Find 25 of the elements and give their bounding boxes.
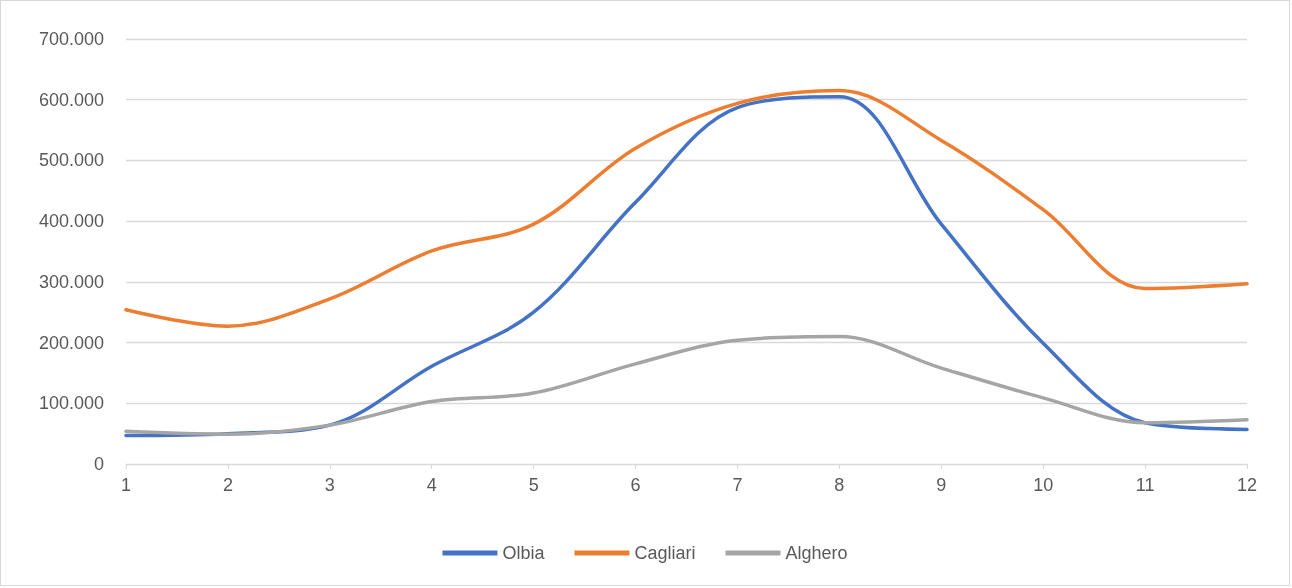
x-tick-label: 12 bbox=[1236, 475, 1258, 495]
x-tick-label: 4 bbox=[426, 475, 437, 495]
line-series bbox=[124, 334, 1249, 436]
legend-label: Cagliari bbox=[634, 543, 696, 563]
x-tick-label: 6 bbox=[630, 475, 641, 495]
x-tick-label: 9 bbox=[936, 475, 947, 495]
x-tick-label: 1 bbox=[120, 475, 132, 495]
legend-label: Alghero bbox=[785, 543, 848, 563]
y-tick-label: 200.000 bbox=[38, 332, 104, 353]
x-tick-label: 8 bbox=[834, 475, 845, 495]
legend-label: Olbia bbox=[502, 543, 546, 563]
x-tick-label: 3 bbox=[324, 475, 335, 495]
y-tick-label: 0 bbox=[93, 454, 104, 474]
y-tick-label: 700.000 bbox=[38, 29, 104, 49]
y-tick-label: 400.000 bbox=[38, 211, 104, 232]
x-tick-label: 5 bbox=[528, 475, 539, 495]
x-tick-label: 2 bbox=[222, 475, 233, 495]
y-tick-label: 100.000 bbox=[38, 393, 104, 414]
line-series bbox=[124, 88, 1249, 328]
y-tick-label: 300.000 bbox=[38, 271, 104, 292]
x-tick-label: 10 bbox=[1033, 475, 1054, 495]
y-tick-label: 600.000 bbox=[38, 89, 104, 110]
y-tick-label: 500.000 bbox=[38, 150, 104, 171]
x-tick-label: 11 bbox=[1135, 475, 1155, 495]
x-tick-label: 7 bbox=[732, 475, 743, 495]
